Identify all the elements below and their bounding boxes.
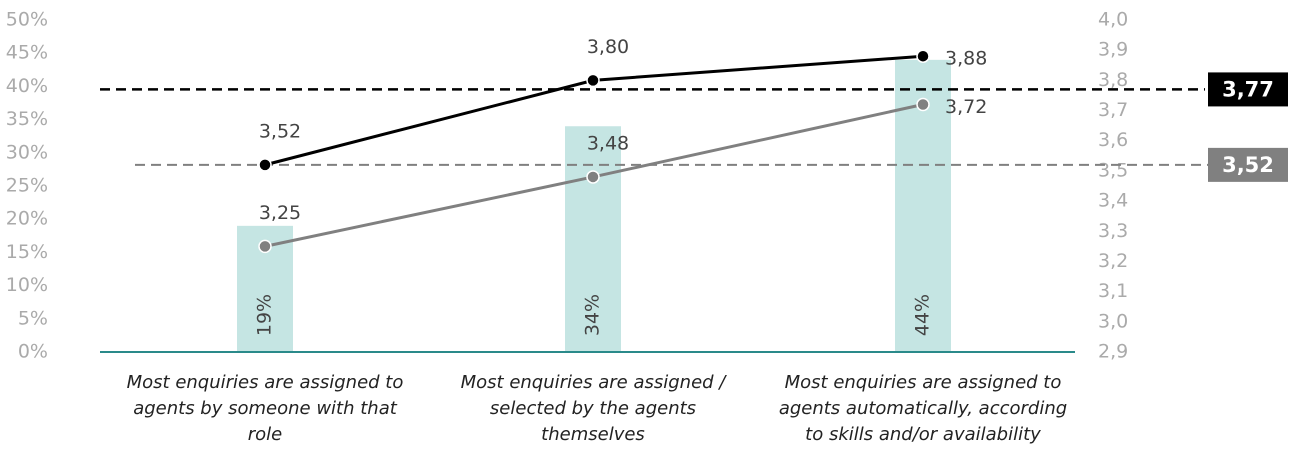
y-tick-label: 25% [6,175,48,197]
y2-tick-label: 3,4 [1098,190,1128,212]
y2-tick-label: 3,7 [1098,99,1128,121]
y-tick-label: 5% [18,307,48,329]
point-label: 3,72 [945,96,987,118]
series-point [916,49,930,63]
y2-tick-label: 4,0 [1098,9,1128,31]
y2-tick-label: 3,6 [1098,129,1128,151]
bar-label: 34% [582,294,604,336]
y-tick-label: 10% [6,274,48,296]
y2-tick-label: 3,8 [1098,69,1128,91]
y-tick-label: 45% [6,42,48,64]
y2-tick-label: 3,9 [1098,39,1128,61]
y-tick-label: 30% [6,141,48,163]
series-point [916,97,930,112]
y2-tick-label: 3,5 [1098,159,1128,181]
y2-tick-label: 3,0 [1098,310,1128,332]
reference-label: 3,77 [1222,77,1274,101]
y-tick-label: 15% [6,241,48,263]
reference-box [1208,147,1288,182]
point-label: 3,25 [259,202,301,224]
y2-tick-label: 3,3 [1098,220,1128,242]
y2-tick-label: 3,1 [1098,280,1128,302]
y-tick-label: 40% [6,75,48,97]
bar-label: 19% [254,294,276,336]
point-label: 3,48 [587,132,629,154]
series-point [586,73,600,88]
bar [565,126,621,353]
y-tick-label: 20% [6,208,48,230]
y-tick-label: 35% [6,108,48,130]
series-point [586,170,600,184]
y2-tick-label: 3,2 [1098,250,1128,272]
category-label: Most enquiries are assigned / selected b… [460,372,726,445]
series-point [258,158,272,172]
point-label: 3,52 [259,120,301,142]
y-tick-label: 0% [18,341,48,363]
category-label: Most enquiries are assigned to agents by… [126,372,404,445]
reference-label: 3,52 [1222,153,1274,177]
bar-label: 44% [912,294,934,336]
y2-tick-label: 2,9 [1098,341,1128,363]
point-label: 3,80 [587,36,629,58]
reference-box [1208,72,1288,107]
category-label: Most enquiries are assigned to agents au… [778,372,1068,445]
series-point [258,239,272,254]
point-label: 3,88 [945,48,987,70]
y-tick-label: 50% [6,9,48,31]
